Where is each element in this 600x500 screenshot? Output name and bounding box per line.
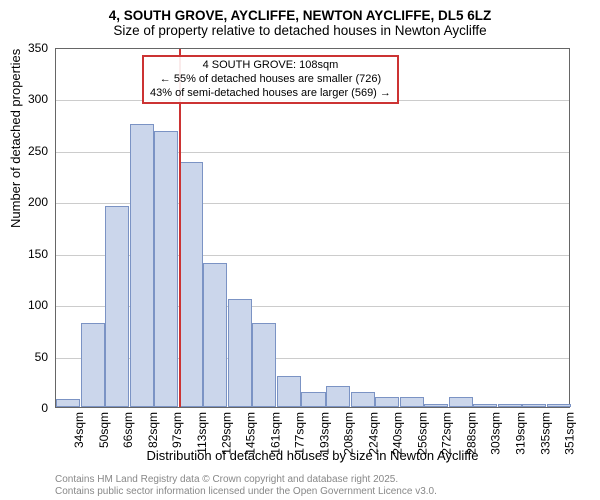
- y-tick-label: 200: [28, 195, 48, 209]
- histogram-bar: [56, 399, 80, 407]
- chart-title: 4, SOUTH GROVE, AYCLIFFE, NEWTON AYCLIFF…: [0, 0, 600, 38]
- y-tick-label: 100: [28, 298, 48, 312]
- histogram-bar: [81, 323, 105, 407]
- annotation-line-3: 43% of semi-detached houses are larger (…: [150, 87, 391, 101]
- annotation-line-2: ← 55% of detached houses are smaller (72…: [150, 73, 391, 87]
- annotation-box: 4 SOUTH GROVE: 108sqm ← 55% of detached …: [142, 55, 399, 104]
- y-tick-label: 150: [28, 247, 48, 261]
- y-tick-label: 0: [41, 401, 48, 415]
- x-tick-label: 34sqm: [72, 412, 86, 448]
- histogram-bar: [522, 404, 546, 407]
- histogram-bar: [473, 404, 497, 407]
- footer-line-2: Contains public sector information licen…: [55, 486, 437, 498]
- histogram-bar: [547, 404, 571, 407]
- title-line-2: Size of property relative to detached ho…: [0, 23, 600, 38]
- histogram-bar: [424, 404, 448, 407]
- histogram-bar: [351, 392, 375, 407]
- histogram-bar: [105, 206, 129, 407]
- x-tick-label: 97sqm: [170, 412, 184, 448]
- footer-credits: Contains HM Land Registry data © Crown c…: [55, 474, 437, 498]
- histogram-bar: [203, 263, 227, 407]
- histogram-bar: [252, 323, 276, 407]
- x-ticks: 34sqm50sqm66sqm82sqm97sqm113sqm129sqm145…: [55, 408, 570, 448]
- histogram-bar: [326, 386, 350, 407]
- y-tick-label: 50: [35, 350, 48, 364]
- histogram-bar: [400, 397, 424, 407]
- histogram-bar: [179, 162, 203, 407]
- y-tick-label: 250: [28, 144, 48, 158]
- y-tick-label: 300: [28, 92, 48, 106]
- y-tick-label: 350: [28, 41, 48, 55]
- footer-line-1: Contains HM Land Registry data © Crown c…: [55, 474, 437, 486]
- histogram-bar: [449, 397, 473, 407]
- histogram-bar: [154, 131, 178, 407]
- histogram-bar: [498, 404, 522, 407]
- title-line-1: 4, SOUTH GROVE, AYCLIFFE, NEWTON AYCLIFF…: [0, 8, 600, 23]
- x-tick-label: 50sqm: [97, 412, 111, 448]
- chart-plot-area: 4 SOUTH GROVE: 108sqm ← 55% of detached …: [55, 48, 570, 408]
- histogram-bar: [301, 392, 325, 407]
- histogram-bar: [228, 299, 252, 407]
- y-ticks: 050100150200250300350: [0, 48, 52, 408]
- annotation-line-1: 4 SOUTH GROVE: 108sqm: [150, 59, 391, 73]
- histogram-bar: [130, 124, 154, 407]
- x-tick-label: 82sqm: [146, 412, 160, 448]
- x-axis-label: Distribution of detached houses by size …: [55, 448, 570, 463]
- histogram-bar: [277, 376, 301, 407]
- histogram-bar: [375, 397, 399, 407]
- x-tick-label: 66sqm: [121, 412, 135, 448]
